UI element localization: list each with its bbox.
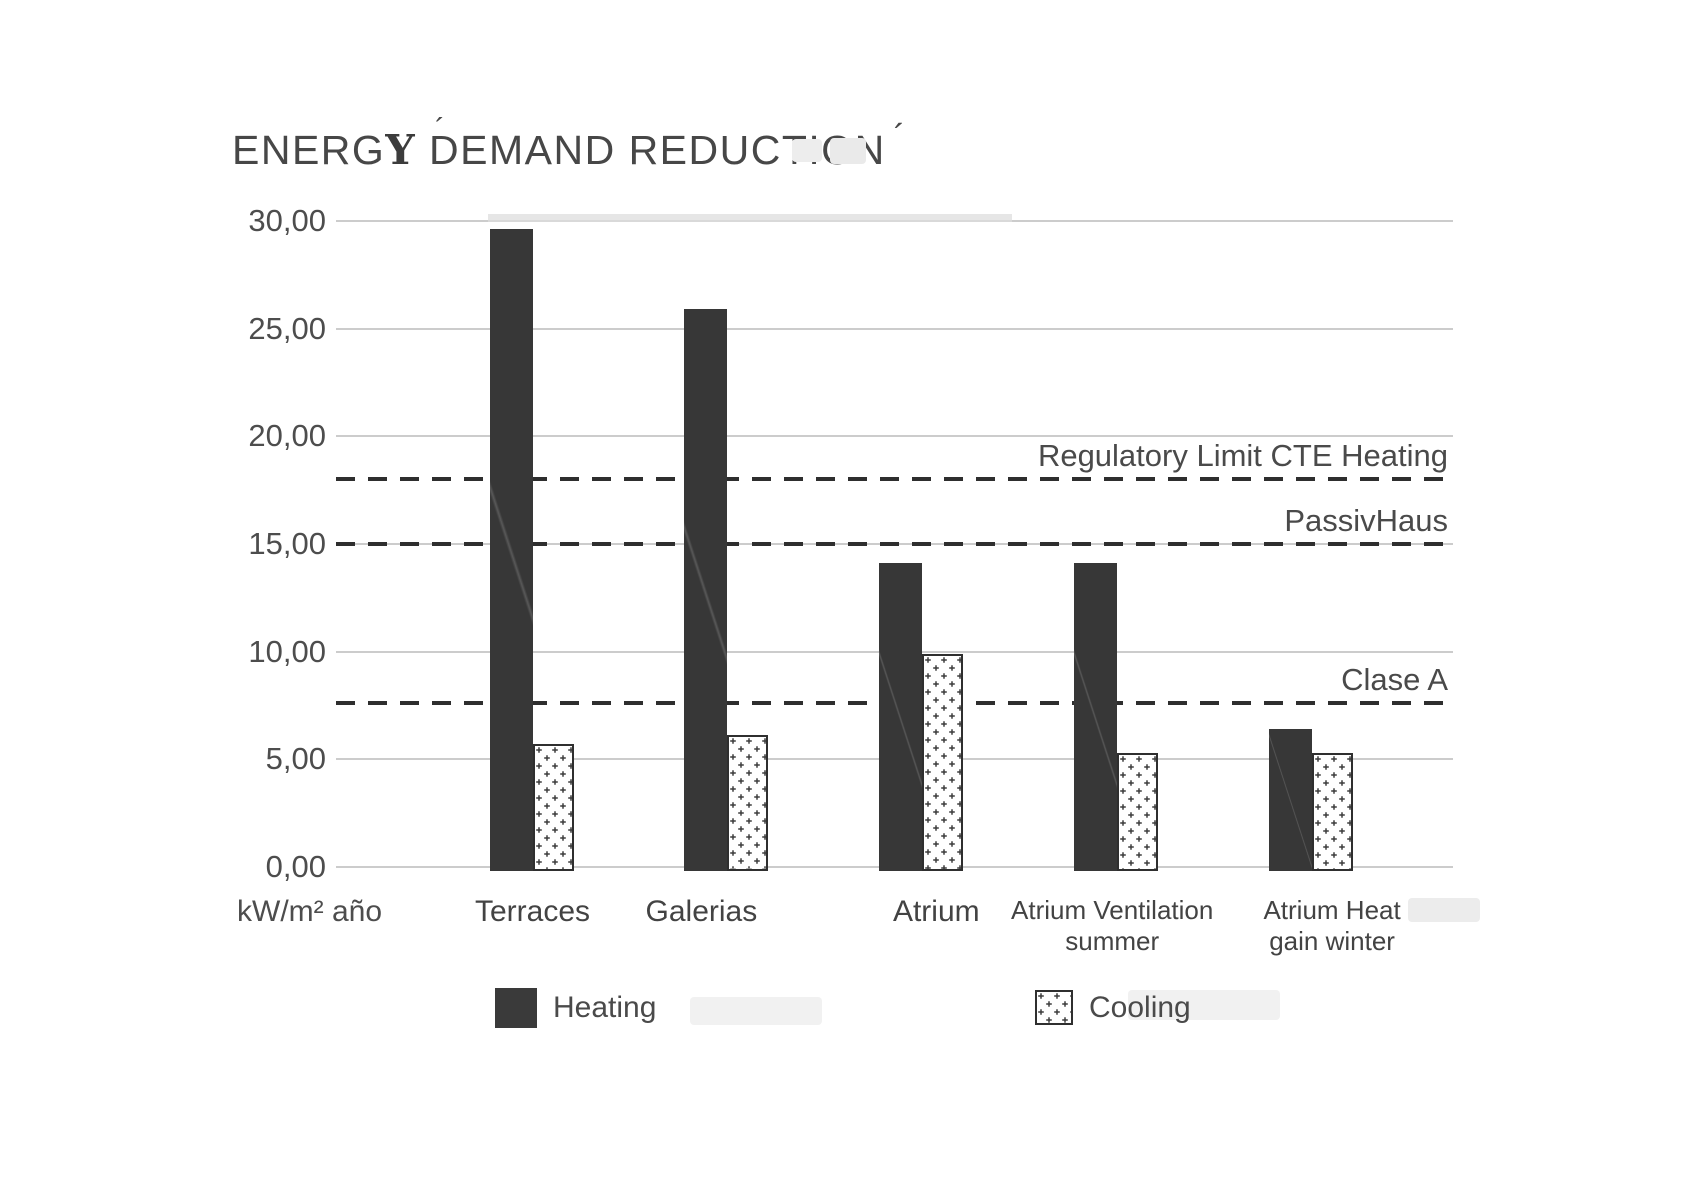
- cooling-bar: [1117, 752, 1159, 871]
- y-axis-unit-label: kW/m² año: [237, 895, 383, 928]
- x-category-label-line: Galerias: [645, 895, 758, 928]
- cooling-bar: [727, 735, 769, 871]
- heating-bar: [1269, 728, 1313, 871]
- x-category-label-line: gain winter: [1269, 926, 1395, 956]
- y-tick-label: 20,00: [248, 418, 326, 454]
- x-category-label: Atrium: [786, 895, 1086, 928]
- reference-line: [336, 542, 1453, 546]
- scan-artifact: [1128, 990, 1280, 1020]
- accent-mark: ´: [893, 118, 907, 156]
- y-tick-label: 10,00: [248, 633, 326, 669]
- reference-line-label: Regulatory Limit CTE Heating: [1037, 438, 1448, 474]
- reference-line-label: PassivHaus: [1284, 503, 1448, 538]
- y-tick-label: 5,00: [265, 741, 326, 777]
- x-category-label-line: Atrium Heat: [1263, 895, 1401, 925]
- legend-item-heating: Heating: [495, 988, 656, 1028]
- y-tick-label: 25,00: [248, 310, 326, 346]
- scan-artifact: [792, 139, 822, 162]
- scan-artifact: [488, 214, 1012, 222]
- x-category-label-line: Atrium Ventilation: [1011, 895, 1214, 925]
- reference-line: [336, 477, 1453, 482]
- x-category-label-line: Terraces: [474, 895, 591, 928]
- scan-artifact: [830, 138, 866, 164]
- x-category-label: Galerias: [551, 895, 851, 928]
- title-serif-y: Y: [385, 126, 417, 174]
- y-tick-label: 15,00: [248, 526, 326, 561]
- title-text: ENERG: [232, 127, 386, 173]
- heating-bar: [879, 563, 923, 871]
- x-category-label-line: Atrium: [892, 895, 980, 928]
- legend-label-heating: Heating: [553, 991, 657, 1024]
- legend-label-cooling: Cooling: [1089, 990, 1191, 1024]
- cooling-bar: [1312, 752, 1354, 871]
- heating-swatch: [495, 988, 537, 1028]
- x-category-label: Atrium Heat gain winter: [1182, 895, 1482, 957]
- x-category-label: Atrium Ventilation summer: [962, 895, 1262, 957]
- reference-line-label: Clase A: [1341, 662, 1448, 698]
- gridline-20: [336, 435, 1453, 438]
- heating-bar: [489, 229, 533, 871]
- legend-item-cooling: Cooling: [1035, 990, 1191, 1025]
- scan-artifact: [1408, 898, 1480, 922]
- cooling-bar: [922, 653, 964, 871]
- scan-artifact: [690, 997, 822, 1025]
- cooling-swatch: [1035, 990, 1073, 1025]
- y-tick-label: 0,00: [265, 849, 326, 884]
- x-category-label: Terraces: [383, 895, 683, 928]
- gridline-25: [336, 327, 1453, 330]
- title-d-with-accent: ´ D: [429, 113, 461, 173]
- cooling-bar: [532, 743, 574, 871]
- heating-bar: [684, 308, 728, 871]
- x-category-label-line: summer: [1065, 926, 1160, 956]
- y-tick-label: 30,00: [248, 203, 326, 238]
- heating-bar: [1074, 563, 1118, 871]
- accent-mark: ´: [435, 113, 447, 146]
